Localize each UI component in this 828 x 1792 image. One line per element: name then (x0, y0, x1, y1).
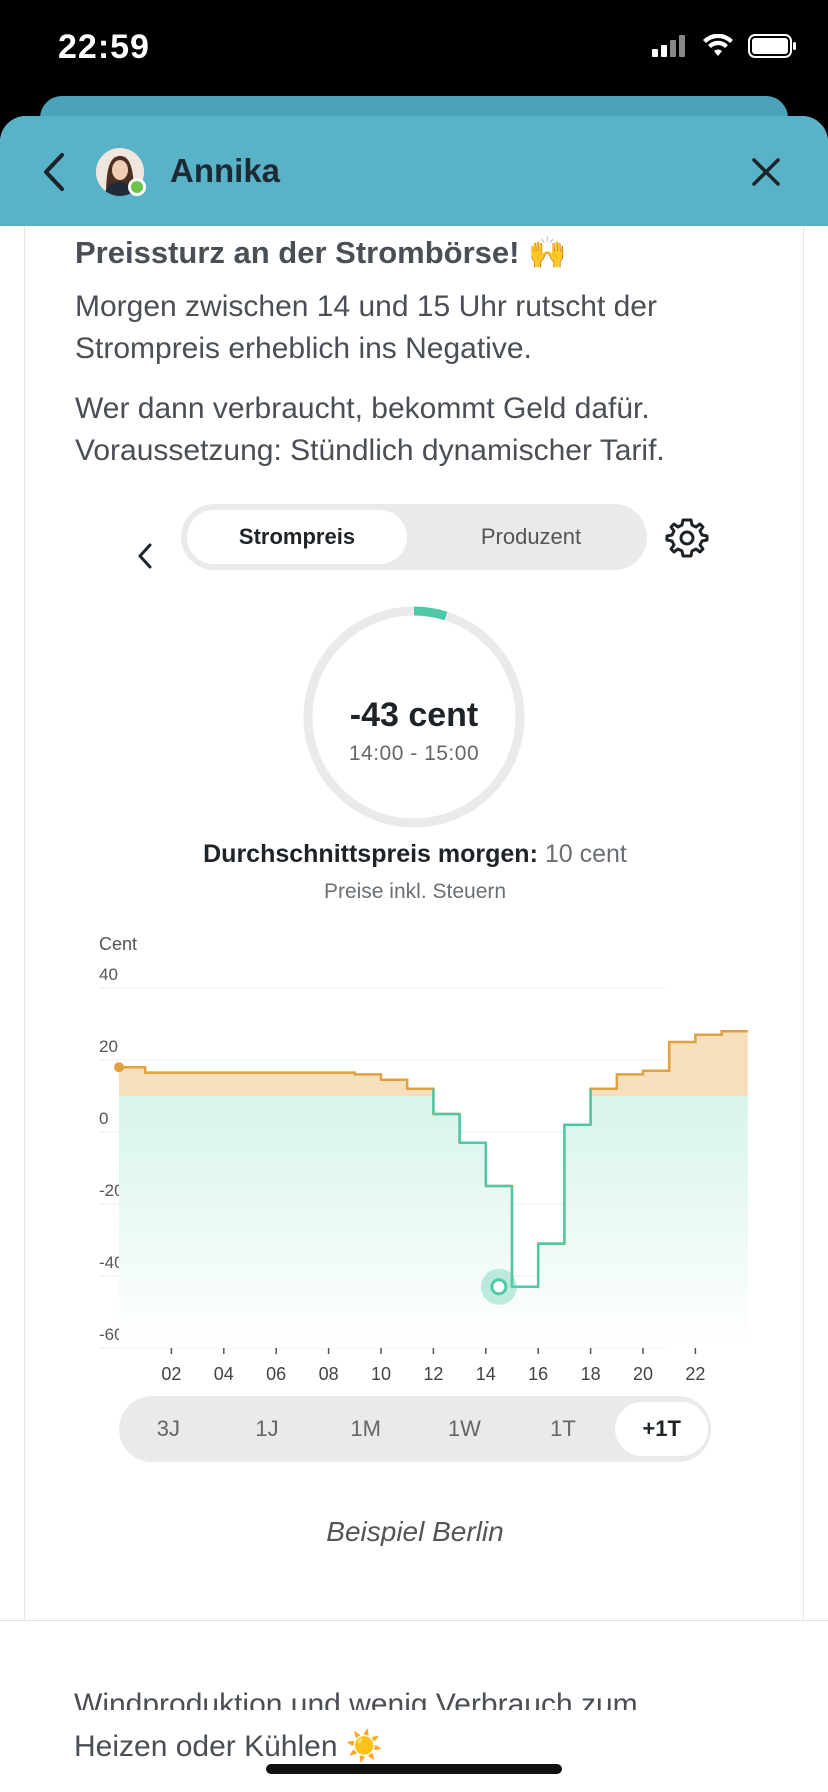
start-point (114, 1062, 124, 1073)
highlight-marker (490, 1278, 508, 1296)
x-tick-label: 12 (423, 1364, 443, 1384)
status-icons (652, 34, 798, 58)
area-below-average (119, 1096, 748, 1348)
previous-chart-button[interactable] (125, 536, 165, 576)
y-tick-label: 40 (99, 965, 118, 984)
message-content: Preissturz an der Strombörse! 🙌 Morgen z… (24, 226, 804, 1792)
y-tick-label: 20 (99, 1037, 118, 1056)
tax-note: Preise inkl. Steuern (323, 880, 507, 903)
status-bar: 22:59 (0, 0, 828, 96)
below-message-text: Windproduktion und wenig Verbrauch zum H… (74, 1688, 638, 1768)
bottom-panel (0, 1620, 828, 1792)
x-tick-label: 06 (266, 1364, 286, 1384)
y-tick-label: -20 (99, 1181, 124, 1200)
signal-icon (652, 35, 685, 57)
area-above-average (119, 1031, 748, 1096)
y-tick-label: 0 (99, 1109, 108, 1128)
gear-icon (665, 518, 709, 558)
x-tick-label: 10 (371, 1364, 391, 1384)
x-tick-label: 22 (685, 1364, 705, 1384)
segment-produzent[interactable]: Produzent (480, 524, 582, 549)
online-status-dot (128, 178, 146, 196)
x-tick-label: 16 (528, 1364, 548, 1384)
settings-button[interactable] (665, 516, 709, 560)
close-button[interactable] (744, 150, 788, 194)
home-indicator (266, 1764, 562, 1774)
x-tick-label: 04 (214, 1364, 234, 1384)
price-chart[interactable]: Cent 40 20 0 -20 -40 -60 02 04 06 08 10 12 14 16 18 20 22 (25, 916, 805, 1396)
average-price-value: 10 cent (544, 840, 627, 868)
below-text-line-2: Heizen oder Kühlen ☀️ (74, 1730, 384, 1763)
back-button[interactable] (30, 146, 78, 198)
x-tick-label: 14 (476, 1364, 496, 1384)
y-axis-label: Cent (99, 934, 137, 954)
message-paragraph-1: Morgen zwischen 14 und 15 Uhr rutscht de… (75, 290, 657, 365)
chevron-left-icon (44, 153, 64, 191)
chat-header: Annika (0, 116, 828, 226)
below-text-line-1: Windproduktion und wenig Verbrauch zum (74, 1688, 638, 1710)
close-icon (752, 158, 780, 186)
range-1j[interactable]: 1J (255, 1416, 279, 1441)
x-tick-label: 20 (633, 1364, 653, 1384)
message-title: Preissturz an der Strombörse! 🙌 (75, 235, 567, 270)
contact-name: Annika (170, 152, 281, 189)
battery-icon (748, 34, 796, 58)
range-1t[interactable]: 1T (550, 1416, 576, 1441)
gauge-time-range: 14:00 - 15:00 (348, 742, 480, 765)
price-gauge (303, 606, 525, 828)
y-tick-label: -60 (99, 1325, 124, 1344)
city-label: Beispiel Berlin (326, 1516, 504, 1546)
average-price: Durchschnittspreis morgen: 10 cent (25, 840, 805, 869)
message-paragraph-2: Wer dann verbraucht, bekommt Geld dafür.… (75, 392, 665, 467)
gauge-progress-arc (413, 606, 448, 621)
range-1w[interactable]: 1W (447, 1416, 481, 1441)
chart-type-segmented-control: Strompreis Produzent (181, 504, 647, 570)
status-time: 22:59 (58, 28, 150, 66)
x-tick-label: 18 (581, 1364, 601, 1384)
x-tick-label: 02 (161, 1364, 181, 1384)
range-plus-1t[interactable]: +1T (615, 1402, 709, 1456)
time-range-selector: 3J 1J 1M 1W 1T +1T (119, 1396, 711, 1462)
gauge-price-value: -43 cent (349, 696, 479, 734)
range-3j[interactable]: 3J (156, 1416, 180, 1441)
price-line-below (432, 1088, 592, 1289)
range-1m[interactable]: 1M (350, 1416, 381, 1441)
y-tick-label: -40 (99, 1253, 124, 1272)
chat-sheet: Annika Preissturz an der Strombörse! 🙌 M… (0, 116, 828, 1792)
chevron-left-icon (138, 543, 152, 569)
segment-strompreis[interactable]: Strompreis (187, 510, 407, 564)
average-price-label: Durchschnittspreis morgen: (203, 840, 538, 868)
x-tick-label: 08 (319, 1364, 339, 1384)
wifi-icon (703, 34, 733, 56)
